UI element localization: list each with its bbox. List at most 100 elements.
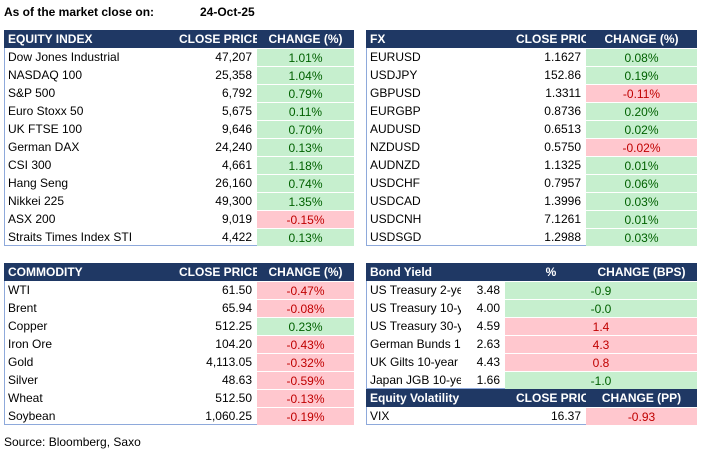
column-header: CHANGE (PP) (586, 389, 697, 407)
close-price: 61.50 (221, 283, 252, 297)
close-price: 6,792 (221, 86, 252, 100)
change: -0.08% (257, 299, 354, 317)
close-price: 26,160 (215, 176, 252, 190)
close-price: 4,113.05 (206, 355, 252, 369)
column-header: % (516, 263, 586, 281)
change: 0.74% (257, 174, 354, 192)
column-header: COMMODITY (4, 263, 179, 281)
row-label: Wheat (8, 391, 43, 405)
close-price: 1.66 (476, 373, 500, 387)
close-price: 4.59 (476, 319, 500, 333)
close-price: 4.43 (476, 355, 500, 369)
change: -0.43% (257, 335, 354, 353)
close-price: 1.1325 (544, 158, 581, 172)
row-label: VIX (370, 409, 390, 423)
row-label: Silver (8, 373, 39, 387)
change: 0.01% (586, 210, 697, 228)
change: -0.32% (257, 353, 354, 371)
change: -0.11% (586, 84, 697, 102)
change: 0.03% (586, 192, 697, 210)
row-label: UK FTSE 100 (8, 122, 83, 136)
change: 0.70% (257, 120, 354, 138)
column-header: CLOSE PRICE (516, 389, 586, 407)
close-price: 3.48 (476, 283, 500, 297)
change: -0.93 (586, 407, 697, 425)
close-price: 0.7957 (544, 176, 581, 190)
column-header: CLOSE PRICE (516, 30, 586, 48)
change: -0.13% (257, 389, 354, 407)
row-label: WTI (8, 283, 30, 297)
change: 0.8 (505, 353, 697, 371)
column-header: CHANGE (%) (257, 263, 354, 281)
header-date: 24-Oct-25 (200, 5, 255, 19)
row-label: CSI 300 (8, 158, 52, 172)
close-price: 512.25 (215, 319, 252, 333)
change: -0.02% (586, 138, 697, 156)
close-price: 7.1261 (544, 212, 581, 226)
source: Source: Bloomberg, Saxo (4, 435, 141, 449)
change: 0.11% (257, 102, 354, 120)
column-header: CHANGE (%) (257, 30, 354, 48)
row-label: German Bunds 10-year (370, 337, 461, 351)
change: 1.18% (257, 156, 354, 174)
row-label: Hang Seng (8, 176, 69, 190)
close-price: 104.20 (215, 337, 252, 351)
row-label: ASX 200 (8, 212, 56, 226)
change: 0.06% (586, 174, 697, 192)
close-price: 9,646 (221, 122, 252, 136)
change: 1.35% (257, 192, 354, 210)
row-label: Copper (8, 319, 48, 333)
header-label: As of the market close on: (4, 5, 155, 19)
column-header: EQUITY INDEX (4, 30, 179, 48)
change: 0.19% (586, 66, 697, 84)
row-label: NASDAQ 100 (8, 68, 83, 82)
close-price: 1.3311 (545, 86, 581, 100)
row-label: Dow Jones Industrial (8, 50, 120, 64)
close-price: 4,661 (221, 158, 252, 172)
close-price: 2.63 (476, 337, 500, 351)
row-label: Nikkei 225 (8, 194, 65, 208)
close-price: 47,207 (215, 50, 252, 64)
change: 0.02% (586, 120, 697, 138)
close-price: 65.94 (221, 301, 252, 315)
row-label: USDCAD (370, 194, 421, 208)
change: 0.20% (586, 102, 697, 120)
row-label: Iron Ore (8, 337, 53, 351)
close-price: 0.5750 (544, 140, 581, 154)
close-price: 16.37 (550, 409, 581, 423)
change: 0.13% (257, 228, 354, 246)
change: -1.0 (505, 371, 697, 389)
row-label: UK Gilts 10-year (370, 355, 459, 369)
close-price: 9,019 (221, 212, 252, 226)
close-price: 1,060.25 (205, 409, 252, 423)
change: -0.9 (505, 281, 697, 299)
column-header: CHANGE (%) (586, 30, 697, 48)
column-header: Equity Volatility (366, 389, 516, 407)
column-header: CHANGE (BPS) (586, 263, 697, 281)
close-price: 4.00 (476, 301, 500, 315)
change: 0.03% (586, 228, 697, 246)
change: -0.19% (257, 407, 354, 425)
change: 4.3 (505, 335, 697, 353)
row-label: Euro Stoxx 50 (8, 104, 84, 118)
row-label: US Treasury 2-year (370, 283, 461, 297)
row-label: USDJPY (370, 68, 418, 82)
close-price: 24,240 (215, 140, 252, 154)
column-header: CLOSE PRICE (179, 30, 257, 48)
row-label: AUDNZD (370, 158, 420, 172)
change: 0.13% (257, 138, 354, 156)
row-label: Gold (8, 355, 34, 369)
close-price: 1.2988 (544, 230, 581, 244)
change: 1.4 (505, 317, 697, 335)
change: -0.47% (257, 281, 354, 299)
close-price: 1.3996 (544, 194, 581, 208)
change: 0.08% (586, 48, 697, 66)
row-label: EURUSD (370, 50, 421, 64)
change: -0.59% (257, 371, 354, 389)
row-label: Soybean (8, 409, 56, 423)
close-price: 1.1627 (544, 50, 581, 64)
column-header: Bond Yield (366, 263, 516, 281)
close-price: 152.86 (544, 68, 581, 82)
row-label: US Treasury 30-year (370, 319, 461, 333)
row-label: USDCHF (370, 176, 420, 190)
